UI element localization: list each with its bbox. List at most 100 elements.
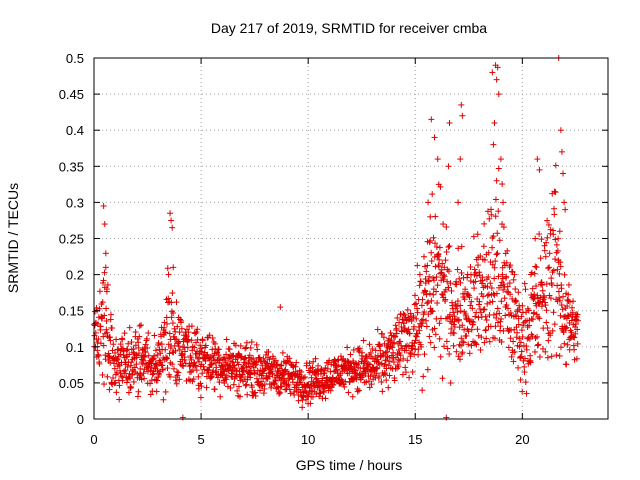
data-point	[517, 376, 524, 383]
data-point	[239, 371, 246, 378]
data-point	[232, 342, 239, 349]
data-point	[469, 321, 476, 328]
data-point	[382, 371, 389, 378]
data-point	[416, 271, 423, 278]
data-point	[97, 323, 104, 330]
data-point	[256, 354, 263, 361]
data-point	[461, 296, 468, 303]
data-point	[551, 188, 558, 195]
data-point	[174, 368, 181, 375]
data-point	[415, 323, 422, 330]
data-point	[495, 273, 502, 280]
data-point	[413, 315, 420, 322]
data-point	[235, 383, 242, 390]
data-point	[498, 338, 505, 345]
data-point	[515, 289, 522, 296]
data-point	[135, 339, 142, 346]
data-point	[547, 332, 554, 339]
data-point	[438, 266, 445, 273]
data-point	[546, 264, 553, 271]
data-point	[244, 391, 251, 398]
data-point	[493, 177, 500, 184]
x-tick-label: 5	[197, 432, 204, 447]
data-point	[142, 341, 149, 348]
data-point	[307, 400, 314, 407]
data-point	[138, 322, 145, 329]
data-point	[517, 354, 524, 361]
data-point	[496, 237, 503, 244]
data-point	[544, 354, 551, 361]
data-point	[149, 371, 156, 378]
data-point	[179, 362, 186, 369]
data-point	[211, 386, 218, 393]
data-point	[411, 340, 418, 347]
data-point	[443, 248, 450, 255]
data-point	[233, 372, 240, 379]
data-point	[286, 386, 293, 393]
data-point	[526, 358, 533, 365]
data-point	[264, 360, 271, 367]
data-point	[441, 264, 448, 271]
data-point	[499, 181, 506, 188]
data-point	[272, 357, 279, 364]
data-point	[210, 354, 217, 361]
data-point	[235, 361, 242, 368]
data-point	[128, 384, 135, 391]
data-point	[459, 322, 466, 329]
data-point	[234, 354, 241, 361]
data-point	[523, 390, 530, 397]
data-point	[190, 376, 197, 383]
data-point	[115, 346, 122, 353]
data-point	[560, 329, 567, 336]
data-point	[378, 378, 385, 385]
data-point	[510, 276, 517, 283]
data-point	[456, 356, 463, 363]
data-point	[523, 343, 530, 350]
data-point	[569, 309, 576, 316]
data-point	[542, 253, 549, 260]
data-point	[406, 330, 413, 337]
data-point	[100, 277, 107, 284]
data-point	[476, 298, 483, 305]
data-point	[250, 355, 257, 362]
data-point	[541, 247, 548, 254]
data-point	[548, 282, 555, 289]
data-point	[556, 352, 563, 359]
data-point	[367, 373, 374, 380]
data-point	[545, 221, 552, 228]
data-point	[363, 378, 370, 385]
data-point	[570, 298, 577, 305]
data-point	[440, 272, 447, 279]
data-point	[193, 367, 200, 374]
data-point	[123, 347, 130, 354]
data-point	[507, 309, 514, 316]
data-point	[477, 253, 484, 260]
data-point	[525, 334, 532, 341]
data-point	[555, 235, 562, 242]
data-point	[487, 280, 494, 287]
data-point	[484, 283, 491, 290]
data-point	[235, 350, 242, 357]
data-point	[557, 312, 564, 319]
data-point	[375, 359, 382, 366]
data-point	[558, 148, 565, 155]
data-point	[445, 244, 452, 251]
data-point	[158, 333, 165, 340]
data-point	[432, 331, 439, 338]
data-point	[472, 340, 479, 347]
data-point	[494, 250, 501, 257]
data-point	[493, 314, 500, 321]
data-point	[552, 236, 559, 243]
data-point	[457, 302, 464, 309]
data-point	[558, 285, 565, 292]
data-point	[492, 323, 499, 330]
data-point	[415, 351, 422, 358]
data-point	[151, 332, 158, 339]
data-point	[145, 330, 152, 337]
data-point	[150, 368, 157, 375]
data-point	[176, 346, 183, 353]
data-point	[534, 342, 541, 349]
data-point	[101, 269, 108, 276]
data-point	[564, 341, 571, 348]
data-point	[441, 273, 448, 280]
